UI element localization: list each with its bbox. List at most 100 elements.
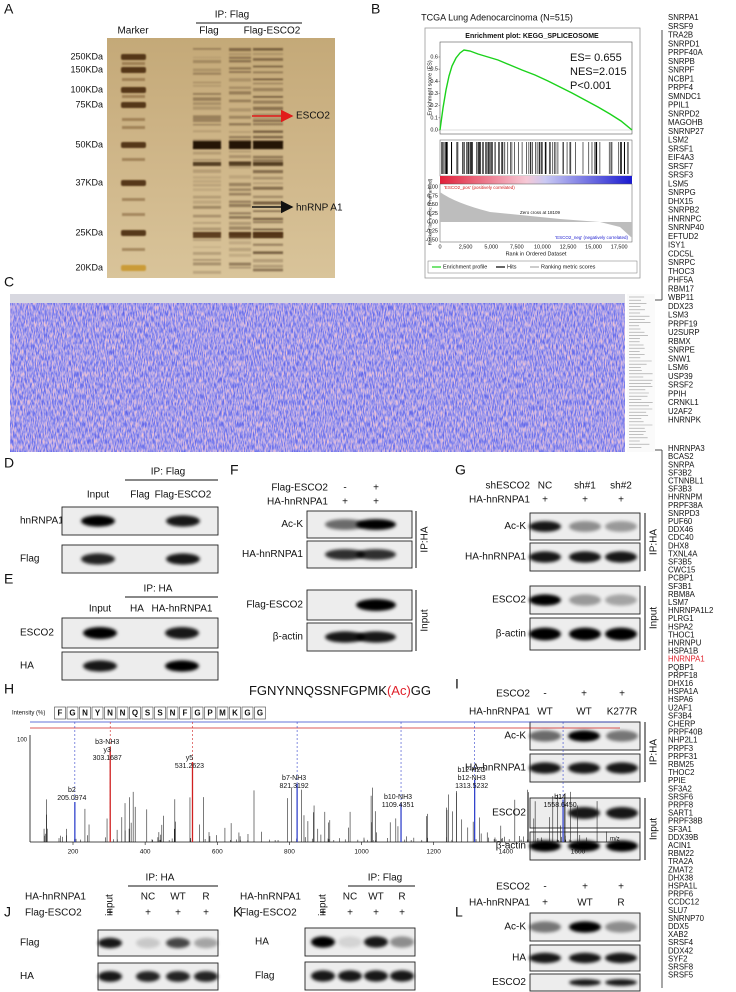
gene-name: HSPA1B [668,647,698,656]
band [136,971,160,982]
annotation: Zero cross at 18109 [520,210,561,215]
gene-name: PUF60 [668,517,693,526]
gene-name: CDC40 [668,533,694,542]
condition-value: + [619,689,625,700]
band [569,921,601,933]
tick-label: 0.3 [430,91,438,97]
condition-value: + [145,908,151,919]
residue: Y [95,709,101,718]
condition-value: + [373,483,379,494]
marker-band [121,102,146,108]
band [356,631,396,643]
tick-label: 400 [140,849,151,856]
gel-band [253,119,283,122]
condition-value: + [203,908,209,919]
band [356,549,396,560]
gene-name: SYF2 [668,954,688,963]
tick-label: 12,500 [560,244,577,250]
band [605,521,637,532]
panel-label: H [4,681,14,697]
row-label: ESCO2 [492,977,526,988]
peptide-title: FGNYNNQSSNFGPMK(Ac)GG [249,683,431,698]
gene-name: PPIL1 [668,101,689,110]
enrichment-curve [439,49,633,131]
condition-value: - [543,882,546,893]
band [606,840,638,852]
band [338,936,362,948]
tick-label: 0.75 [427,193,438,199]
gene-name: RBM8A [668,590,696,599]
row-label: HA-hnRNPA1 [242,549,303,560]
gene-name: DHX8 [668,541,689,550]
condition-name: HA-hnRNPA1 [469,707,530,718]
gene-name: SRSF9 [668,22,693,31]
gel-band [229,71,251,73]
gel-band [253,65,283,68]
band [83,660,117,672]
gene-name: TRA2A [668,857,694,866]
gel-band [253,52,283,56]
gene-name: THOC3 [668,267,694,276]
residue: G [194,709,200,718]
gene-name: DHX16 [668,679,693,688]
gel-band [253,232,283,238]
marker-label: 20KDa [75,262,103,272]
band [568,730,600,742]
gene-name: DHX15 [668,197,694,206]
gel-band [253,159,283,162]
gene-name: TRA2B [668,31,693,40]
band [166,937,190,949]
gel-band [253,243,283,246]
residue: N [120,709,126,718]
gene-name: PQBP1 [668,663,694,672]
band [605,979,637,986]
gel-band [229,253,251,257]
ip-header: IP: HA [146,873,175,884]
gel-band [229,216,251,219]
gel-band [193,214,221,218]
tick-label: 1000 [354,849,369,856]
gene-name: SART1 [668,809,693,818]
legend-label: Hits [507,264,517,270]
marker-faint [122,95,145,98]
marker-faint [122,118,145,121]
residue: N [82,709,88,718]
gel-band [229,48,251,52]
residue-box [54,706,66,720]
condition-value: WT [577,898,593,909]
gene-name: HNRNPA1 [668,655,705,664]
ip-header: IP: Flag [151,467,185,478]
gel-band [229,136,251,139]
gene-name: SRSF6 [668,792,693,801]
gel-band [253,259,283,263]
heatmap-annotation [627,294,655,452]
gel-band [229,115,251,119]
gene-name: THOC2 [668,768,694,777]
row-label: Ac-K [504,521,526,532]
gene-name: LSM2 [668,136,688,145]
gel-band [193,59,221,64]
gene-name: CWC15 [668,566,696,575]
row-label: HA [512,953,526,964]
group-label: Input [420,609,431,631]
band [569,952,601,964]
gene-name: PRPF40A [668,48,703,57]
gel-band [253,71,283,74]
gel-band [253,182,283,185]
peak-label: b14 [554,794,566,801]
gel-band [193,227,221,231]
gel-band [229,78,251,82]
gel-band [193,84,221,87]
gene-name: DDX5 [668,922,689,931]
gel-band [253,170,283,174]
residue-box [254,706,266,720]
condition-value: - [543,689,546,700]
gel-band [253,195,283,199]
tick-label: 1200 [426,849,441,856]
gel-band [253,264,283,268]
gene-name: SF3B5 [668,557,692,566]
band [364,936,388,948]
gene-name: RBMX [668,337,691,346]
group-label: IP:HA [649,529,660,555]
condition-name: Flag-ESCO2 [271,483,328,494]
